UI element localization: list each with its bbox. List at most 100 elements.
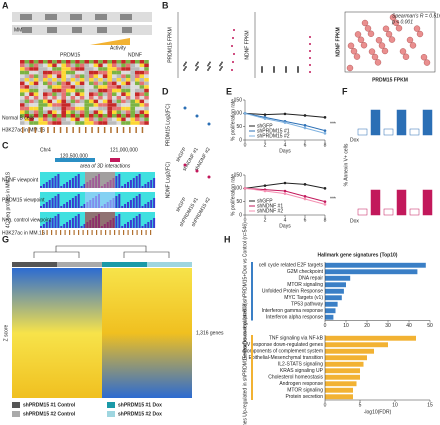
cell: [33, 121, 39, 125]
point: [263, 117, 267, 120]
cell: [130, 96, 135, 100]
cell: [56, 70, 62, 75]
category-label: cell cycle related E2F targets: [259, 263, 324, 269]
cell: [29, 106, 34, 111]
shape: [42, 204, 45, 208]
cell: [24, 60, 30, 64]
cell: [121, 78, 126, 82]
cell: [121, 88, 126, 93]
shape: [384, 129, 393, 135]
shape: [45, 202, 48, 208]
cell: [52, 81, 57, 86]
cell: [89, 70, 94, 75]
cell: [70, 63, 76, 68]
cell: [107, 88, 112, 93]
shape: [51, 218, 54, 228]
cell: [33, 96, 39, 100]
shape: [115, 196, 118, 208]
shape: [51, 198, 54, 208]
shape: [129, 180, 132, 188]
cell: [20, 85, 25, 89]
cell: [43, 85, 48, 89]
category-label: MYC Targets (v1): [284, 295, 323, 301]
legend-label: shPRDM15 #1 Control: [23, 402, 76, 408]
cell: [56, 88, 62, 93]
x-tick-label: 20: [364, 323, 370, 329]
bar-outline: [422, 189, 433, 216]
shape: [423, 110, 432, 135]
shape: [22, 27, 32, 33]
cell: [52, 63, 57, 68]
dot: [309, 71, 311, 73]
cell: [47, 96, 53, 100]
shape: [138, 194, 141, 208]
cell: [38, 114, 43, 118]
peak: [145, 230, 147, 235]
dot: [220, 63, 222, 65]
cell: [89, 103, 94, 107]
dot: [233, 29, 235, 31]
cell: [38, 60, 43, 64]
shape: [153, 178, 156, 188]
cell: [130, 88, 135, 93]
dot: [197, 61, 199, 64]
cell: [107, 99, 112, 104]
cell: [29, 78, 34, 82]
cell: [47, 99, 53, 104]
cell: [130, 106, 135, 111]
cell: [52, 114, 57, 118]
cell: [93, 78, 99, 82]
peak: [69, 230, 71, 235]
cell: [43, 99, 48, 104]
cell: [93, 114, 99, 118]
cell: [79, 121, 85, 125]
cell: [47, 70, 53, 75]
cell: [20, 74, 25, 78]
cell: [84, 74, 89, 78]
cell: [20, 81, 25, 86]
cell: [84, 78, 89, 82]
point: [323, 132, 327, 135]
shape: [54, 176, 57, 188]
axis-label: NDNF Log2(FC): [165, 161, 171, 198]
shape: [47, 27, 57, 33]
cell: [144, 74, 149, 78]
dot: [273, 66, 275, 68]
point: [323, 200, 327, 203]
shape: [85, 212, 115, 228]
bar: [325, 355, 367, 361]
x-tick-label: 2: [264, 142, 267, 148]
cell: [47, 110, 53, 114]
cell: [98, 103, 103, 107]
shape: [141, 226, 144, 228]
cell: [47, 74, 53, 78]
bar: [325, 282, 346, 288]
cell: [84, 88, 89, 93]
peak: [141, 127, 144, 133]
cell: [52, 99, 57, 104]
shape: [63, 224, 66, 228]
shape: [97, 27, 107, 33]
shape: [138, 214, 141, 228]
x-tick-label: 10: [392, 402, 398, 408]
bar: [325, 368, 360, 374]
cell: [84, 70, 89, 75]
peak: [78, 127, 81, 133]
cell: [98, 110, 103, 114]
peak: [73, 230, 75, 235]
cell: [107, 63, 112, 68]
cell: [112, 106, 117, 111]
cell: [24, 96, 30, 100]
dot: [209, 66, 211, 68]
dot: [208, 63, 210, 65]
cell: [61, 70, 66, 75]
shape: [66, 202, 69, 208]
cell: [79, 81, 85, 86]
cell: [102, 92, 108, 96]
cell: [116, 96, 122, 100]
peak: [51, 230, 53, 235]
shape: [85, 192, 115, 208]
bar-outline: [396, 109, 407, 136]
shape: [45, 14, 57, 20]
x-tick-label: 8: [324, 142, 327, 148]
